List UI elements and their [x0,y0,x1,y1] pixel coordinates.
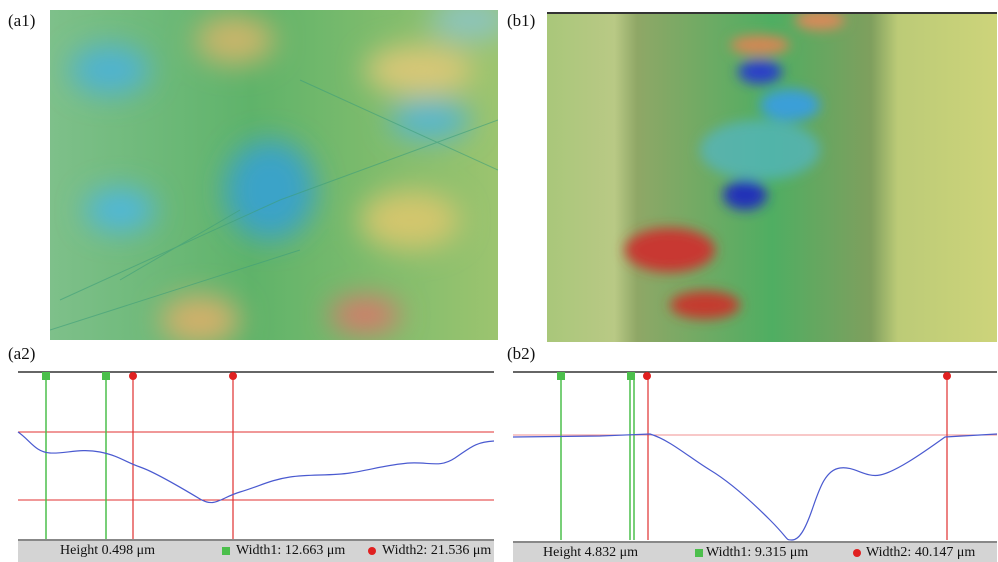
panel-label: (a2) [8,344,35,363]
height-readout: Height 0.498 μm [60,543,155,558]
profile-a2 [17,371,495,562]
width1-readout: Width1: 9.315 μm [706,545,808,560]
panel-label: (a1) [8,11,35,30]
surface-image-a1 [50,10,498,340]
width1-readout: Width1: 12.663 μm [236,543,345,558]
profile-b2 [512,371,998,562]
panel-label: (b1) [507,11,535,30]
surface-image-b1 [547,12,997,342]
width2-readout: Width2: 21.536 μm [382,543,491,558]
width2-readout: Width2: 40.147 μm [866,545,975,560]
panel-label: (b2) [507,344,535,363]
height-readout: Height 4.832 μm [543,545,638,560]
